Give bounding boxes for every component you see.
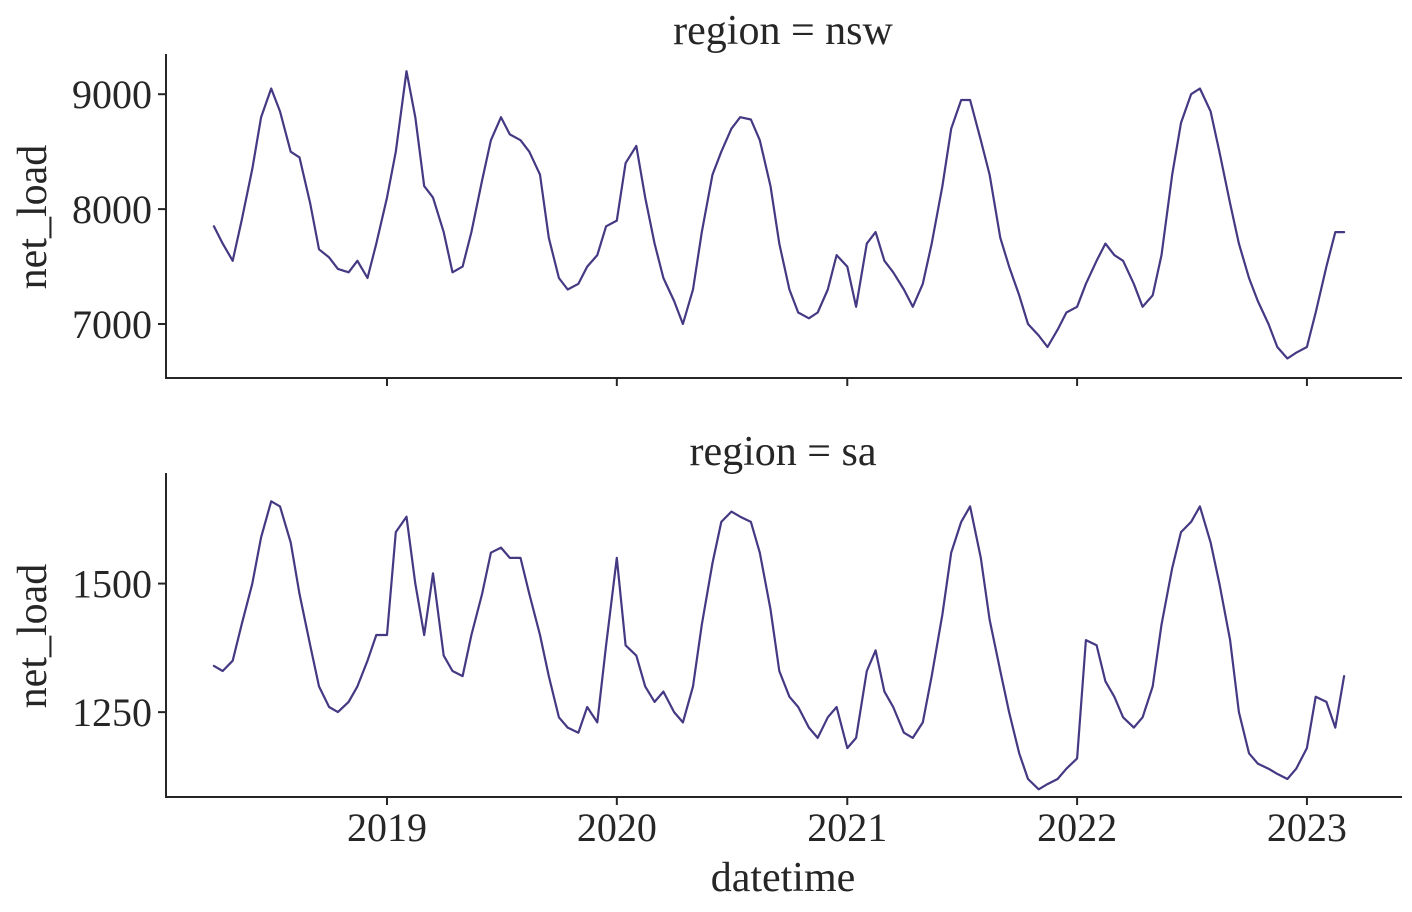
x-tick-label: 2020 <box>577 805 657 850</box>
x-ticks <box>386 378 1308 386</box>
y-tick-label: 1500 <box>72 562 152 607</box>
panel-sa: region = sa net_load datetime 1250 1500 2… <box>10 429 1402 901</box>
x-ticks: 2019 2020 2021 2022 2023 <box>347 797 1347 850</box>
x-tick-label: 2023 <box>1267 805 1347 850</box>
axes-spines <box>165 473 1402 798</box>
y-tick-label: 7000 <box>72 302 152 347</box>
panel-title: region = nsw <box>673 8 893 54</box>
panel-title: region = sa <box>690 429 877 475</box>
y-tick-label: 8000 <box>72 187 152 232</box>
y-ticks: 7000 8000 9000 <box>72 72 166 347</box>
y-tick-label: 9000 <box>72 72 152 117</box>
y-ticks: 1250 1500 <box>72 562 166 735</box>
x-tick-label: 2022 <box>1037 805 1117 850</box>
y-tick-label: 1250 <box>72 690 152 735</box>
x-tick-label: 2021 <box>807 805 887 850</box>
y-axis-label: net_load <box>10 564 56 709</box>
series-line-sa <box>212 500 1346 791</box>
x-axis-label: datetime <box>711 855 856 901</box>
axes-spines <box>165 54 1402 379</box>
y-axis-label: net_load <box>10 145 56 290</box>
series-line-nsw <box>212 70 1346 360</box>
panel-nsw: region = nsw net_load 7000 8000 9000 <box>10 8 1402 386</box>
x-tick-label: 2019 <box>347 805 427 850</box>
